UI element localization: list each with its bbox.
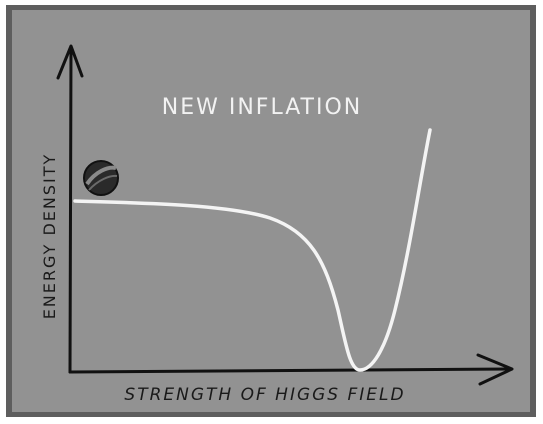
y-axis-arrow [56, 44, 84, 80]
x-axis [68, 367, 512, 374]
board [12, 10, 530, 412]
title: NEW INFLATION [162, 95, 363, 120]
x-axis-label: STRENGTH OF HIGGS FIELD [124, 385, 405, 405]
potential-curve [73, 128, 432, 372]
ball [83, 160, 119, 196]
y-axis [68, 46, 73, 374]
y-axis-label: ENERGY DENSITY [40, 153, 59, 320]
x-axis-arrow [476, 353, 514, 386]
